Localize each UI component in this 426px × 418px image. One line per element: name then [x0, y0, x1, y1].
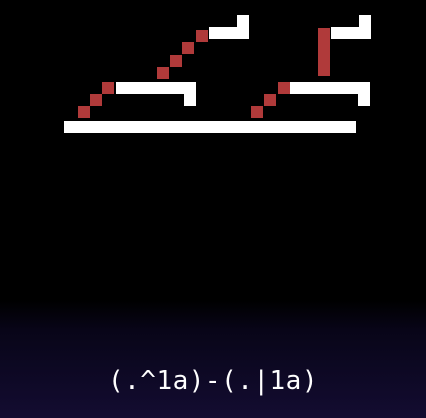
trail-block: [318, 40, 330, 52]
right-upper-ledge: [331, 27, 371, 39]
trail-block: [318, 28, 330, 40]
left-upper-ledge-tip: [237, 15, 249, 27]
trail-block: [90, 94, 102, 106]
trail-block: [78, 106, 90, 118]
platform-group: [64, 15, 371, 133]
right-lower-ledge-tip: [358, 94, 370, 106]
right-upper-ledge-tip: [359, 15, 371, 27]
trail-block: [264, 94, 276, 106]
trail-block: [170, 55, 182, 67]
trail-block: [196, 30, 208, 42]
trail-block: [251, 106, 263, 118]
trail-group: [78, 28, 330, 118]
ground-platform: [64, 121, 356, 133]
trail-block: [157, 67, 169, 79]
formula-caption: (.^1a)-(.|1a): [108, 366, 318, 396]
trail-block: [278, 82, 290, 94]
trail-block: [102, 82, 114, 94]
left-upper-ledge: [209, 27, 249, 39]
trail-block: [318, 52, 330, 64]
puzzle-playfield: [64, 15, 371, 133]
left-lower-ledge: [116, 82, 196, 94]
right-lower-ledge: [290, 82, 370, 94]
trail-block: [182, 42, 194, 54]
trail-block: [318, 64, 330, 76]
left-lower-ledge-tip: [184, 94, 196, 106]
